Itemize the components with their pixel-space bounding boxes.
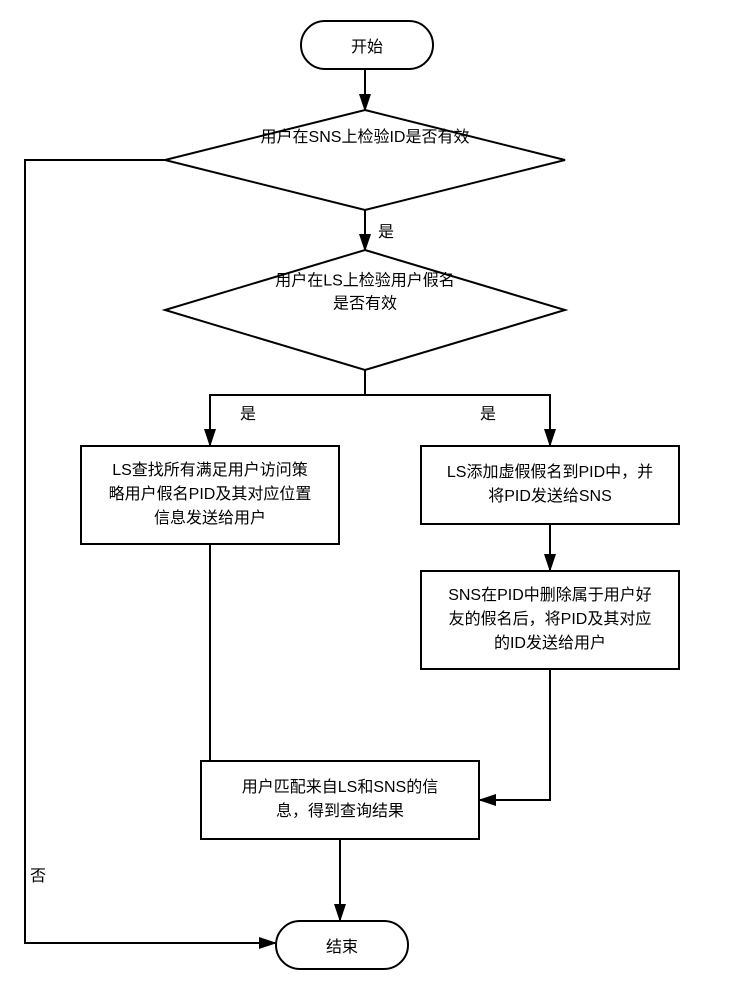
process-merge: 用户匹配来自LS和SNS的信 息，得到查询结果 [200, 760, 480, 840]
process-left-label: LS查找所有满足用户访问策 略用户假名PID及其对应位置 信息发送给用户 [109, 459, 312, 531]
decision-1 [165, 110, 565, 210]
edge-d2-right [365, 370, 550, 445]
decision-1-label: 用户在SNS上检验ID是否有效 [261, 129, 470, 146]
end-label: 结束 [326, 933, 358, 957]
edge-label-d2-right-yes: 是 [480, 400, 496, 424]
edge-d2-left [210, 370, 365, 445]
process-r2-label: SNS在PID中删除属于用户好 友的假名后，将PID及其对应 的ID发送给用户 [448, 584, 652, 656]
decision-1-text: 用户在SNS上检验ID是否有效 [165, 127, 565, 149]
decision-2-label: 用户在LS上检验用户假名 是否有效 [275, 273, 455, 312]
process-r1-label: LS添加虚假假名到PID中，并 将PID发送给SNS [447, 461, 653, 509]
start-label: 开始 [351, 33, 383, 57]
edge-label-d2-left-yes: 是 [240, 400, 256, 424]
edge-r2-merge [480, 670, 550, 800]
process-r1: LS添加虚假假名到PID中，并 将PID发送给SNS [420, 445, 680, 525]
decision-2-text: 用户在LS上检验用户假名 是否有效 [165, 248, 565, 315]
start-terminal: 开始 [300, 20, 434, 70]
flowchart-container: 开始 用户在SNS上检验ID是否有效 用户在LS上检验用户假名 是否有效 LS查… [0, 0, 733, 1000]
edge-label-d1-yes: 是 [378, 218, 394, 242]
end-terminal: 结束 [275, 920, 409, 970]
process-merge-label: 用户匹配来自LS和SNS的信 息，得到查询结果 [242, 776, 438, 824]
process-left: LS查找所有满足用户访问策 略用户假名PID及其对应位置 信息发送给用户 [80, 445, 340, 545]
process-r2: SNS在PID中删除属于用户好 友的假名后，将PID及其对应 的ID发送给用户 [420, 570, 680, 670]
edge-label-d1-no: 否 [30, 862, 46, 886]
